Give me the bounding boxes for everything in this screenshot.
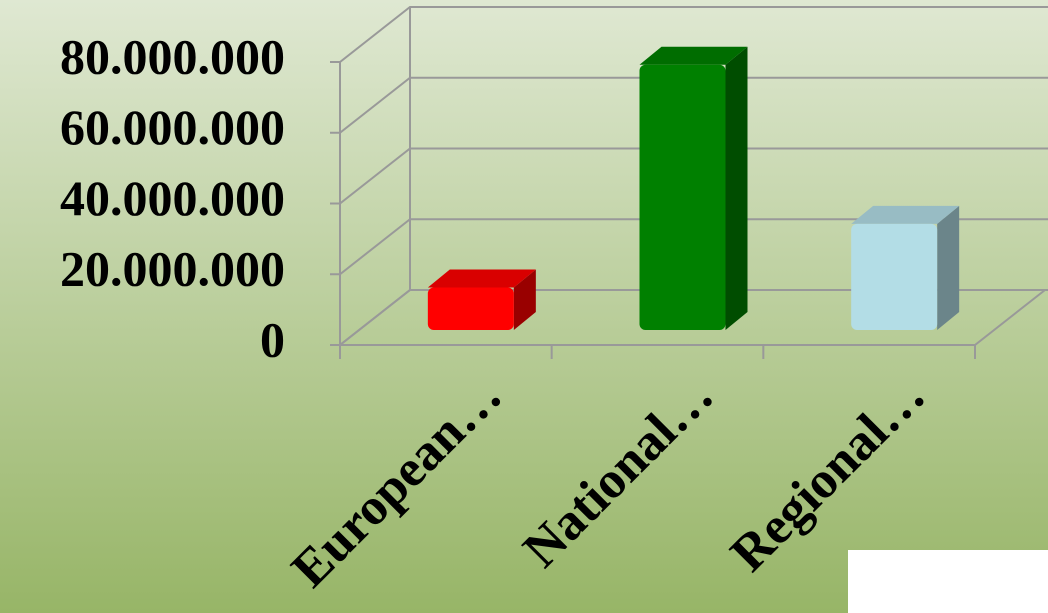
y-tick-label: 60.000.000 — [60, 99, 285, 155]
y-tick-label: 0 — [260, 311, 285, 367]
bar-top — [427, 269, 536, 288]
bar — [639, 64, 726, 330]
y-tick-label: 20.000.000 — [60, 241, 285, 297]
bar-side — [725, 46, 748, 330]
white-box — [848, 550, 1048, 613]
bar-side — [937, 205, 960, 330]
bar-top — [851, 205, 960, 224]
bar-top — [639, 46, 748, 65]
grid-line — [330, 6, 1048, 63]
bar-side — [513, 269, 536, 330]
bar — [427, 287, 514, 330]
y-tick-label: 40.000.000 — [60, 170, 285, 226]
bar — [851, 223, 938, 330]
y-tick-label: 80.000.000 — [60, 28, 285, 84]
